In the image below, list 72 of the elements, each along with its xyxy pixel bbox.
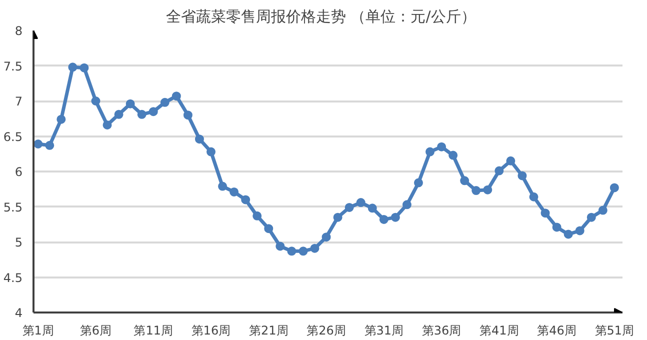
y-tick-label: 4 — [14, 306, 23, 320]
x-tick-label: 第11周 — [134, 324, 174, 338]
point — [241, 195, 250, 204]
point — [45, 140, 54, 150]
point — [206, 147, 216, 156]
point — [610, 183, 619, 192]
x-tick-label: 第41周 — [480, 324, 519, 338]
point — [598, 206, 608, 215]
point — [426, 147, 435, 156]
x-tick-label: 第36周 — [422, 324, 462, 338]
point — [276, 242, 285, 251]
point — [472, 186, 481, 196]
point — [160, 98, 170, 107]
point — [230, 187, 239, 196]
point — [448, 150, 458, 160]
x-tick-label: 第51周 — [594, 324, 634, 338]
x-tick-label: 第1周 — [22, 324, 54, 338]
point — [344, 202, 354, 212]
x-tick-label: 第21周 — [249, 324, 288, 338]
point — [91, 96, 100, 106]
point — [264, 224, 274, 234]
point — [322, 232, 331, 242]
point — [518, 171, 527, 180]
y-tick-label: 6 — [14, 165, 23, 179]
x-tick-label: 第6周 — [80, 324, 112, 338]
x-tick-label: 第31周 — [364, 324, 404, 338]
point — [56, 114, 66, 124]
point — [586, 212, 596, 222]
y-tick-label: 7.5 — [3, 59, 23, 74]
y-tick-label: 5.5 — [3, 200, 23, 214]
x-tick-label: 第46周 — [537, 324, 576, 338]
point — [402, 200, 412, 210]
point — [333, 212, 342, 222]
point — [460, 176, 470, 186]
point — [390, 212, 400, 222]
point — [310, 244, 320, 253]
point — [252, 211, 262, 220]
point — [368, 204, 377, 213]
point — [194, 134, 204, 144]
point — [540, 208, 550, 218]
point — [483, 185, 492, 194]
y-tick-label: 5 — [14, 236, 23, 250]
point — [172, 92, 181, 101]
point — [529, 192, 538, 202]
point — [137, 110, 146, 119]
point — [564, 230, 573, 239]
point — [494, 166, 504, 176]
y-tick-label: 7 — [14, 94, 23, 108]
point — [287, 246, 296, 256]
x-tick-label: 第26周 — [306, 324, 346, 338]
point — [102, 120, 112, 130]
y-tick-label: 6.5 — [3, 130, 23, 144]
point — [506, 156, 516, 166]
chart-title: 全省蔬菜零售周报价格走势 （单位：元/公斤） — [166, 8, 476, 26]
point — [552, 222, 562, 232]
point — [114, 110, 124, 119]
point — [575, 226, 584, 236]
point — [126, 99, 135, 108]
point — [34, 140, 43, 148]
point — [414, 178, 423, 188]
point — [80, 63, 89, 72]
y-tick-label: 4.5 — [3, 270, 23, 285]
x-tick-label: 第16周 — [191, 324, 231, 338]
point — [298, 246, 308, 256]
point — [218, 182, 228, 191]
point — [356, 198, 366, 208]
point — [183, 110, 192, 120]
point — [437, 142, 446, 152]
point — [379, 214, 388, 224]
point — [68, 62, 78, 72]
y-tick-label: 8 — [14, 24, 23, 38]
point — [148, 107, 158, 116]
